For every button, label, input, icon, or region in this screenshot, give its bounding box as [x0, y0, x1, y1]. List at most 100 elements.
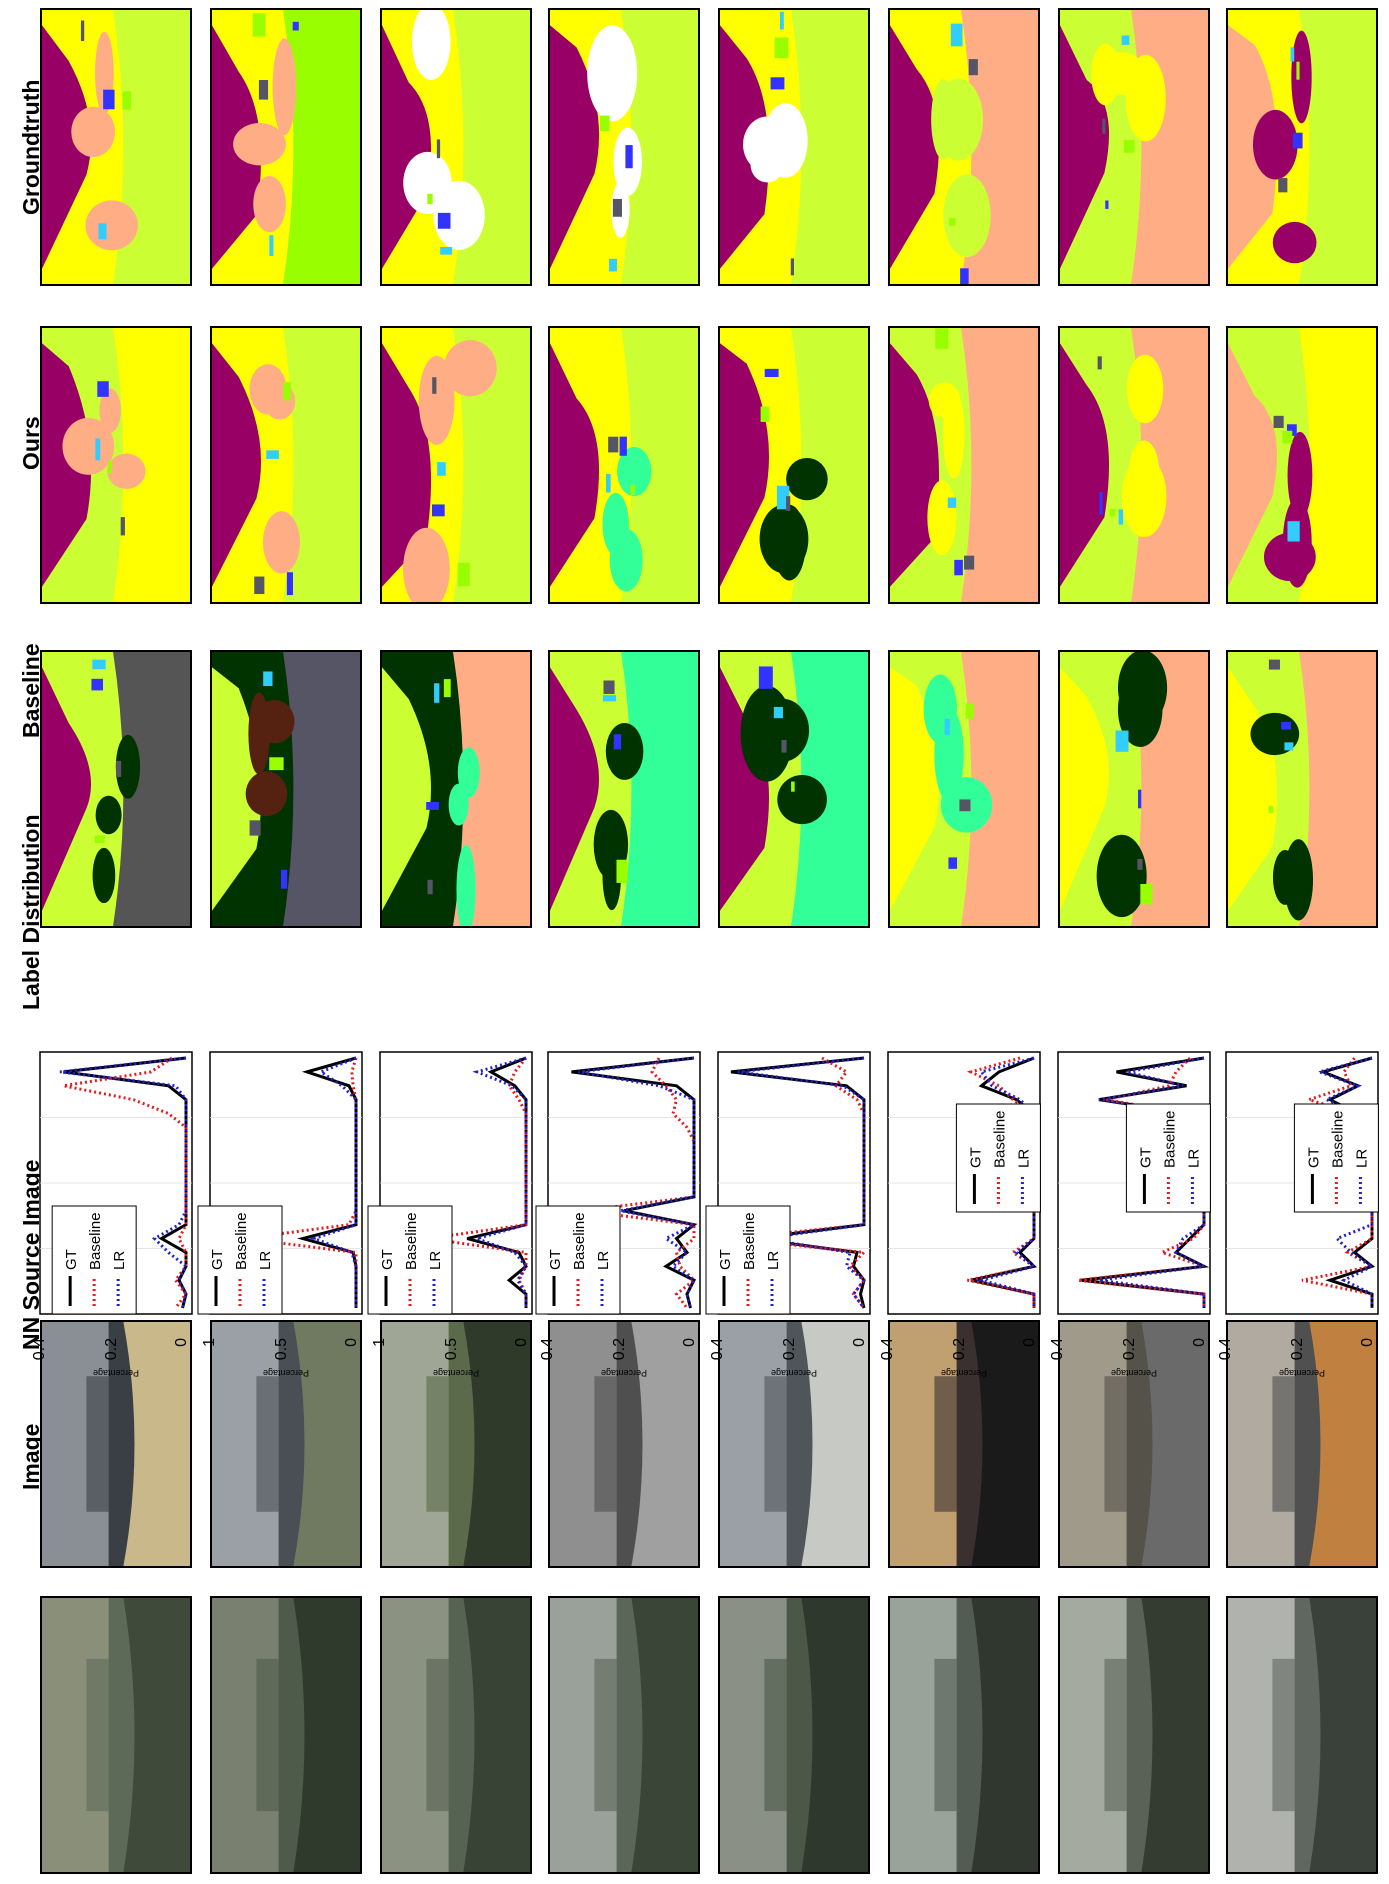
ours-tile	[548, 326, 700, 604]
image-tile	[1058, 1596, 1210, 1874]
y-tick-label: 0	[173, 1338, 190, 1347]
groundtruth-tile	[718, 8, 870, 286]
legend: GT Baseline LR	[535, 1205, 621, 1315]
legend: GT Baseline LR	[705, 1205, 791, 1315]
ours-tile	[40, 326, 192, 604]
series-line-lr	[578, 1056, 699, 1309]
baseline-tile	[40, 650, 192, 928]
legend: GT Baseline LR	[197, 1205, 283, 1315]
label-distribution-chart: 0.4 0.2 0 Percentage GT Baseline LR	[705, 1051, 871, 1378]
nn-source-tile	[548, 1320, 700, 1568]
y-tick-label: 0.2	[611, 1338, 628, 1360]
y-tick-label: 0.5	[273, 1338, 290, 1360]
legend-label-gt: GT	[209, 1249, 226, 1270]
legend-label-baseline: Baseline	[741, 1212, 758, 1270]
ours-tile	[1226, 326, 1378, 604]
y-axis-label: Percentage	[433, 1368, 479, 1378]
baseline-tile	[888, 650, 1040, 928]
y-tick-label: 0.2	[951, 1338, 968, 1360]
ours-tile	[1058, 326, 1210, 604]
y-axis-label: Percentage	[601, 1368, 647, 1378]
series-line-lr	[309, 1056, 358, 1308]
image-tile	[210, 1596, 362, 1874]
series-line-lr	[59, 1056, 188, 1309]
nn-source-tile	[380, 1320, 532, 1568]
y-tick-label: 0.4	[879, 1338, 896, 1360]
legend-label-gt: GT	[1305, 1147, 1322, 1168]
ours-tile	[380, 326, 532, 604]
legend-label-baseline: Baseline	[1329, 1110, 1346, 1168]
nn-source-tile	[40, 1320, 192, 1568]
y-tick-label: 0.2	[1289, 1338, 1306, 1360]
y-tick-label: 0.5	[443, 1338, 460, 1360]
y-tick-label: 1	[201, 1338, 218, 1347]
y-tick-label: 0.4	[709, 1338, 726, 1360]
image-tile	[548, 1596, 700, 1874]
label-distribution-chart: 0.4 0.2 0 Percentage GT Baseline LR	[535, 1051, 701, 1378]
groundtruth-tile	[40, 8, 192, 286]
y-axis-label: Percentage	[771, 1368, 817, 1378]
legend-label-lr: LR	[595, 1251, 612, 1270]
image-tile	[40, 1596, 192, 1874]
baseline-tile	[380, 650, 532, 928]
baseline-tile	[718, 650, 870, 928]
label-distribution-chart: 0.4 0.2 0 Percentage GT Baseline LR	[1049, 1051, 1211, 1378]
groundtruth-tile	[380, 8, 532, 286]
legend-label-lr: LR	[1015, 1149, 1032, 1168]
groundtruth-tile	[888, 8, 1040, 286]
series-line-baseline	[63, 1056, 188, 1309]
y-tick-label: 0.4	[31, 1338, 48, 1360]
ours-tile	[888, 326, 1040, 604]
y-tick-label: 0	[1021, 1338, 1038, 1347]
y-axis-label: Percentage	[1279, 1368, 1325, 1378]
label-distribution-chart: 1 0.5 0 Percentage GT Baseline LR	[367, 1051, 533, 1378]
y-tick-label: 0.2	[781, 1338, 798, 1360]
legend: GT Baseline LR	[955, 1103, 1041, 1213]
nn-source-tile	[210, 1320, 362, 1568]
legend: GT Baseline LR	[1293, 1103, 1379, 1213]
legend-label-lr: LR	[765, 1251, 782, 1270]
baseline-tile	[1226, 650, 1378, 928]
y-axis-label: Percentage	[263, 1368, 309, 1378]
legend-label-baseline: Baseline	[403, 1212, 420, 1270]
label-distribution-chart: 1 0.5 0 Percentage GT Baseline LR	[197, 1051, 363, 1378]
nn-source-tile	[1058, 1320, 1210, 1568]
y-tick-label: 1	[371, 1338, 388, 1347]
legend-label-lr: LR	[427, 1251, 444, 1270]
image-tile	[380, 1596, 532, 1874]
groundtruth-tile	[1226, 8, 1378, 286]
y-axis-label: Percentage	[1111, 1368, 1157, 1378]
label-distribution-chart: 0.4 0.2 0 Percentage GT Baseline LR	[1217, 1051, 1379, 1378]
series-line-lr	[1098, 1056, 1210, 1308]
legend-label-baseline: Baseline	[991, 1110, 1008, 1168]
legend-label-gt: GT	[717, 1249, 734, 1270]
label-distribution-chart: 0.4 0.2 0 Percentage GT Baseline LR	[31, 1051, 193, 1378]
y-tick-label: 0.4	[1217, 1338, 1234, 1360]
y-tick-label: 0	[1359, 1338, 1376, 1347]
nn-source-tile	[1226, 1320, 1378, 1568]
y-tick-label: 0	[513, 1338, 530, 1347]
legend-label-gt: GT	[967, 1147, 984, 1168]
legend-label-gt: GT	[1137, 1147, 1154, 1168]
legend-label-baseline: Baseline	[571, 1212, 588, 1270]
y-tick-label: 0.4	[539, 1338, 556, 1360]
legend-label-lr: LR	[1185, 1149, 1202, 1168]
y-axis-label: Percentage	[941, 1368, 987, 1378]
groundtruth-tile	[548, 8, 700, 286]
label-distribution-chart: 0.4 0.2 0 Percentage GT Baseline LR	[879, 1051, 1041, 1378]
image-tile	[1226, 1596, 1378, 1874]
legend-label-baseline: Baseline	[233, 1212, 250, 1270]
image-tile	[718, 1596, 870, 1874]
y-axis-label: Percentage	[93, 1368, 139, 1378]
legend: GT Baseline LR	[367, 1205, 453, 1315]
image-tile	[888, 1596, 1040, 1874]
y-tick-label: 0.4	[1049, 1338, 1066, 1360]
nn-source-tile	[888, 1320, 1040, 1568]
y-tick-label: 0.2	[103, 1338, 120, 1360]
groundtruth-tile	[210, 8, 362, 286]
series-line-lr	[737, 1056, 867, 1309]
legend: GT Baseline LR	[51, 1205, 137, 1315]
legend-label-lr: LR	[111, 1251, 128, 1270]
legend-label-lr: LR	[1353, 1149, 1370, 1168]
